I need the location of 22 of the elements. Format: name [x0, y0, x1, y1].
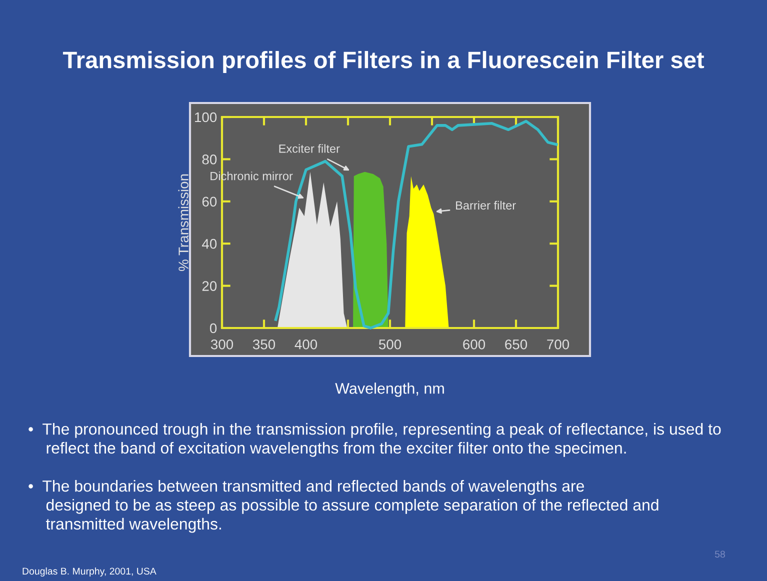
x-tick-label: 400 [294, 339, 318, 350]
annotation: Barrier filter [456, 200, 516, 210]
text: • The pronounced trough in the transmission profile, representing a peak of reflectance, is used to reflect the band of excitation wavelengths from the exciter filter onto the specimen. [28, 423, 721, 457]
x-tick-label: 700 [547, 339, 570, 350]
y-tick-label: 0 [210, 323, 217, 334]
y-tick-label: 100 [195, 112, 217, 122]
x-tick-label: 300 [210, 339, 234, 350]
y-tick-label: 60 [202, 196, 217, 207]
text: • The boundaries between transmitted and reflected bands of wavelengths are designed to be as steep as possible to assure complete separation of the reflected and transmitted wavelengths. [28, 480, 658, 533]
x-axis-title: Wavelength, nm [335, 382, 444, 397]
y-tick-label: 20 [202, 281, 217, 291]
text: 58 [714, 550, 725, 558]
x-tick-label: 500 [378, 339, 402, 350]
y-tick-label: 40 [202, 238, 217, 249]
y-axis-title: % Transmission [178, 174, 188, 272]
x-tick-label: 350 [252, 339, 276, 350]
text: Douglas B. Murphy, 2001, USA [22, 567, 156, 577]
y-tick-label: 80 [202, 154, 217, 164]
x-tick-label: 600 [463, 339, 486, 350]
chart-title: Transmission profiles of Filters in a Fluorescein Filter set [62, 50, 704, 74]
annotation: Exciter filter [279, 144, 340, 153]
x-tick-label: 650 [505, 339, 528, 350]
